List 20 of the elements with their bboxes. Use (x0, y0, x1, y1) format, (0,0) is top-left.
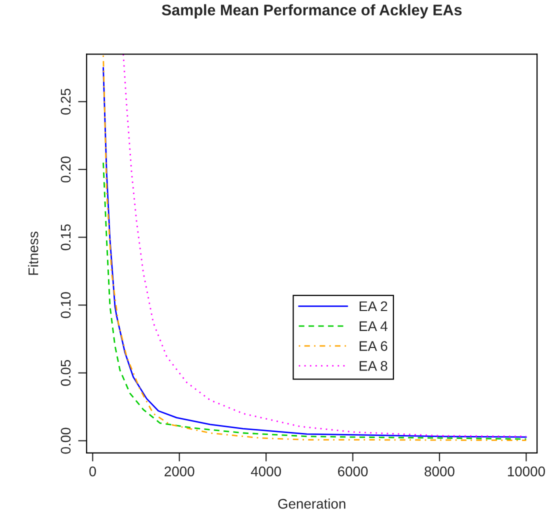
legend-label: EA 8 (360, 361, 388, 371)
x-tick-label: 2000 (164, 466, 194, 476)
x-tick-label: 0 (89, 466, 96, 476)
legend-label: EA 4 (360, 321, 388, 331)
line-series (102, 162, 527, 440)
y-tick-label: 0.20 (60, 156, 71, 182)
x-axis-title: Generation (278, 498, 346, 509)
y-tick-label: 0.25 (60, 88, 71, 115)
y-tick-label: 0.05 (60, 360, 71, 386)
x-tick-label: 6000 (338, 466, 368, 476)
chart-title: Sample Mean Performance of Ackley EAs (162, 4, 462, 18)
legend-label: EA 2 (360, 301, 388, 312)
x-tick-label: 10000 (508, 466, 545, 476)
y-tick-label: 0.15 (60, 224, 71, 250)
legend-label: EA 6 (360, 341, 388, 351)
x-tick-label: 8000 (424, 466, 454, 476)
y-tick-label: 0.10 (60, 292, 71, 318)
y-axis-title: Fitness (28, 232, 38, 275)
y-tick-label: 0.00 (60, 428, 71, 454)
x-tick-label: 4000 (250, 466, 281, 476)
